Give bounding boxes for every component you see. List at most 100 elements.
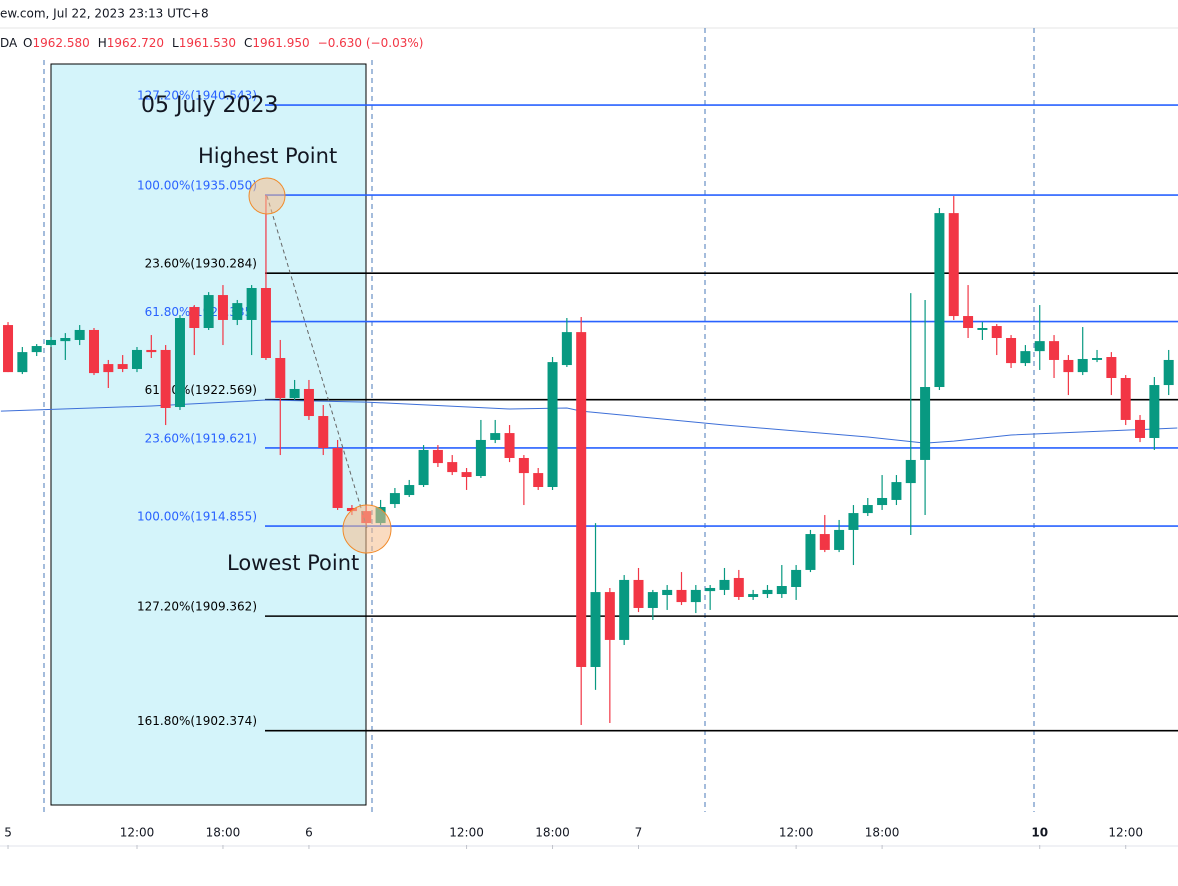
- ohlc-label: H: [98, 36, 107, 50]
- ohlc-label: O: [23, 36, 32, 50]
- candle-body: [1149, 385, 1160, 438]
- candle-body: [1120, 377, 1131, 420]
- candle-body: [590, 592, 601, 667]
- x-tick-label: 18:00: [865, 826, 900, 840]
- candle-body: [461, 472, 472, 478]
- candle-body: [547, 362, 558, 488]
- candle-body: [1006, 338, 1017, 364]
- candle-body: [146, 349, 157, 353]
- candle-body: [60, 338, 71, 342]
- candle-body: [848, 513, 859, 530]
- candles: [3, 195, 1174, 726]
- fib-levels: 127.20%(1940.543) 100.00%(1935.050) 23.60%…: [137, 89, 1178, 732]
- x-tick-label: 7: [635, 826, 643, 840]
- candle-body: [246, 288, 257, 320]
- candle-body: [705, 587, 716, 592]
- candle-body: [805, 534, 816, 570]
- candle-body: [318, 416, 329, 448]
- fib-label: 61.80%(1927.335): [145, 305, 257, 319]
- candle-body: [1020, 351, 1031, 364]
- x-tick-label: 12:00: [779, 826, 814, 840]
- candle-body: [275, 357, 286, 398]
- fib-label: 127.20%(1940.543): [137, 89, 257, 103]
- x-tick-label: 6: [305, 826, 313, 840]
- candle-body: [490, 433, 501, 440]
- layout: [43, 28, 1035, 812]
- candle-body: [203, 295, 214, 329]
- candle-body: [963, 316, 974, 329]
- candle-body: [160, 349, 171, 408]
- candle-body: [733, 577, 744, 597]
- candle-body: [934, 213, 945, 388]
- candle-body: [604, 592, 615, 640]
- markers: [248, 177, 392, 554]
- candle-body: [303, 388, 314, 417]
- candle-body: [576, 332, 587, 667]
- candle-body: [1063, 359, 1074, 373]
- candle-body: [289, 388, 300, 398]
- low-marker: [342, 504, 392, 554]
- candle-body: [1135, 419, 1146, 438]
- candle-body: [1049, 341, 1060, 360]
- header-ohlc: DA O1962.580 H1962.720 L1961.530 C1961.950 −0…: [0, 36, 423, 50]
- candle-body: [991, 326, 1002, 338]
- candle-body: [31, 346, 42, 353]
- candle-body: [260, 288, 271, 358]
- candle-body: [504, 433, 515, 458]
- candle-body: [189, 307, 200, 329]
- candle-body: [662, 589, 673, 596]
- connector: [266, 195, 368, 529]
- candle-body: [776, 586, 787, 595]
- candle-body: [877, 497, 888, 506]
- candle-body: [619, 579, 630, 640]
- ohlc-label: L: [172, 36, 179, 50]
- candle-body: [920, 387, 931, 460]
- candle-body: [791, 569, 802, 587]
- high-marker: [248, 177, 286, 215]
- x-tick-label: 5: [4, 826, 12, 840]
- candle-body: [346, 507, 357, 512]
- candle-body: [891, 482, 902, 500]
- fib-label: 100.00%(1935.050): [137, 179, 257, 193]
- ohlc-value: 1962.720: [107, 36, 164, 50]
- candle-body: [948, 213, 959, 317]
- candle-body: [1034, 341, 1045, 352]
- candle-body: [690, 589, 701, 603]
- highlight-box: [50, 63, 367, 806]
- candle-body: [389, 493, 400, 505]
- candle-body: [475, 439, 486, 477]
- candle-body: [633, 579, 644, 608]
- candle-body: [88, 329, 99, 374]
- candle-body: [518, 457, 529, 474]
- candle-body: [819, 534, 830, 550]
- x-tick-label: 18:00: [535, 826, 570, 840]
- candle-body: [74, 329, 85, 340]
- candle-body: [977, 328, 988, 330]
- candle-body: [905, 459, 916, 484]
- x-axis: 5 12:00 18:00 6 12:00 18:00 7 12:00 18:00 10 12:00: [4, 826, 1143, 849]
- fib-label: 100.00%(1914.855): [137, 510, 257, 524]
- candle-body: [418, 449, 429, 486]
- candle-body: [46, 339, 57, 346]
- candle-body: [719, 579, 730, 590]
- candle-body: [748, 594, 759, 597]
- candle-body: [432, 449, 443, 464]
- candle-body: [1163, 359, 1174, 386]
- candle-body: [131, 349, 142, 369]
- annotation: 05 July 2023: [141, 93, 279, 118]
- candle-body: [762, 589, 773, 595]
- symbol: DA: [0, 36, 18, 50]
- ohlc-value: 1961.950: [252, 36, 309, 50]
- x-tick-label: 12:00: [449, 826, 484, 840]
- candle-body: [17, 352, 28, 373]
- candle-body: [561, 332, 572, 366]
- candle-body: [232, 303, 243, 320]
- candle-body: [1092, 357, 1103, 360]
- candle-body: [3, 325, 14, 373]
- candle-body: [103, 364, 114, 373]
- annotation: Lowest Point: [227, 551, 359, 575]
- x-tick-label: 12:00: [1108, 826, 1143, 840]
- candle-body: [1106, 357, 1117, 378]
- x-tick-label: 12:00: [120, 826, 155, 840]
